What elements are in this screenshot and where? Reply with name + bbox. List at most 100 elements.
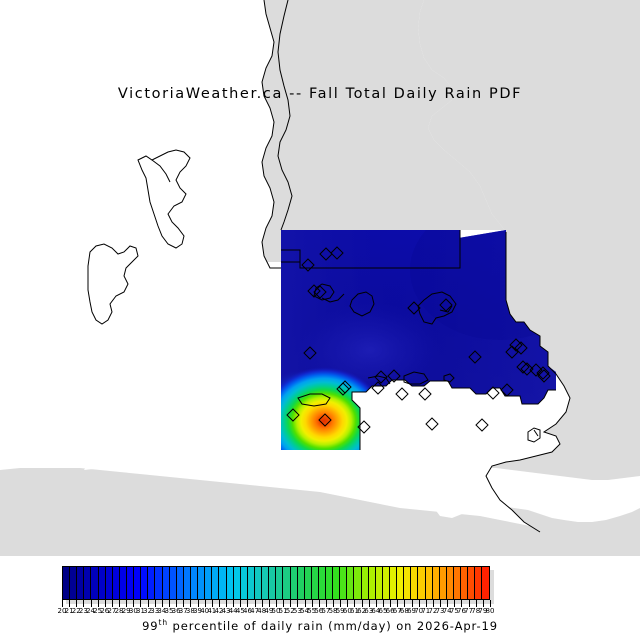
colorbar-band	[77, 567, 85, 599]
colorbar-tick	[297, 600, 299, 607]
station-marker-diamond-icon	[357, 420, 371, 434]
colorbar-band	[446, 567, 455, 599]
station-marker-diamond-icon	[529, 363, 543, 377]
colorbar-tick-label: 63	[364, 607, 374, 615]
colorbar-tick	[197, 600, 199, 607]
colorbar-tick-label: 59	[335, 607, 345, 615]
station-marker-diamond-icon	[407, 301, 421, 315]
colorbar-tick-label: 71	[421, 607, 431, 615]
station-marker-diamond-icon	[439, 298, 453, 312]
colorbar-tick	[183, 600, 185, 607]
colorbar-caption: 99th percentile of daily rain (mm/day) o…	[0, 618, 640, 633]
station-marker-diamond-icon	[537, 369, 551, 383]
station-marker-diamond-icon	[500, 383, 514, 397]
percentile-suffix: th	[158, 618, 168, 627]
station-marker-diamond-icon	[318, 413, 332, 427]
colorbar-tick	[133, 600, 135, 607]
colorbar-band	[468, 567, 476, 599]
colorbar-tick	[283, 600, 285, 607]
colorbar-tick	[119, 600, 121, 607]
colorbar-tick-label: 43	[221, 607, 231, 615]
colorbar-band	[375, 567, 383, 599]
colorbar-tick-label: 74	[442, 607, 452, 615]
colorbar-tick-label: 67	[392, 607, 402, 615]
colorbar-band	[276, 567, 284, 599]
colorbar-tick-label: 56	[314, 607, 324, 615]
colorbar-tick	[254, 600, 256, 607]
colorbar-tick-label: 49	[264, 607, 274, 615]
colorbar-tick	[432, 600, 434, 607]
colorbar-band	[340, 567, 348, 599]
station-marker-diamond-icon	[338, 380, 352, 394]
station-markers	[286, 246, 551, 434]
colorbar-band	[91, 567, 99, 599]
station-marker-diamond-icon	[319, 247, 333, 261]
colorbar-tick	[176, 600, 178, 607]
caption-text: percentile of daily rain (mm/day) on 202…	[168, 618, 498, 633]
colorbar-band	[119, 567, 127, 599]
colorbar-band	[84, 567, 92, 599]
colorbar-band	[262, 567, 270, 599]
colorbar-tick-labels: 20 21 22 23 24 25 26 27 28 29 30 31 32 33 34 35 36 37 38 39…	[50, 606, 502, 618]
colorbar-band	[390, 567, 398, 599]
colorbar-tick-label: 47	[250, 607, 260, 615]
colorbar-band	[176, 567, 184, 599]
colorbar-tick	[354, 600, 356, 607]
colorbar-tick	[97, 600, 99, 607]
colorbar-band	[418, 567, 426, 599]
colorbar-band	[212, 567, 220, 599]
colorbar	[62, 566, 490, 600]
colorbar-band	[63, 567, 71, 599]
colorbar-tick	[461, 600, 463, 607]
colorbar-band	[169, 567, 177, 599]
colorbar-band	[326, 567, 334, 599]
colorbar-band	[290, 567, 298, 599]
station-marker-diamond-icon	[307, 284, 321, 298]
colorbar-tick	[325, 600, 327, 607]
colorbar-band	[368, 567, 376, 599]
colorbar-tick-label: 66	[385, 607, 395, 615]
station-marker-diamond-icon	[313, 285, 327, 299]
colorbar-tick-label: 21	[64, 607, 74, 615]
colorbar-tick-label: 79	[478, 607, 488, 615]
land-outside-domain	[0, 0, 640, 556]
colorbar-tick	[304, 600, 306, 607]
colorbar-band	[461, 567, 469, 599]
colorbar-tick	[276, 600, 277, 607]
colorbar-band	[247, 567, 255, 599]
colorbar-tick	[404, 600, 406, 607]
colorbar-tick-label: 24	[86, 607, 95, 615]
colorbar-tick	[161, 600, 163, 607]
colorbar-tick-label: 72	[428, 607, 438, 615]
colorbar-tick	[347, 600, 349, 607]
colorbar-band	[318, 567, 327, 599]
colorbar-band	[311, 567, 319, 599]
colorbar-tick	[240, 600, 242, 607]
colorbar-band	[70, 567, 78, 599]
colorbar-tick	[290, 600, 292, 607]
colorbar-band	[183, 567, 191, 599]
colorbar-tick-label: 57	[321, 607, 331, 615]
colorbar-tick	[390, 600, 392, 607]
colorbar-tick	[126, 600, 128, 607]
station-marker-diamond-icon	[301, 258, 315, 272]
colorbar-band	[297, 567, 305, 599]
colorbar-tick	[140, 600, 142, 607]
station-marker-diamond-icon	[536, 366, 550, 380]
colorbar-tick-label: 36	[171, 607, 181, 615]
colorbar-tick	[69, 600, 71, 607]
colorbar-tick	[383, 600, 384, 607]
colorbar-band	[361, 567, 369, 599]
colorbar-tick	[226, 600, 228, 607]
colorbar-tick	[418, 600, 420, 607]
colorbar-tick	[233, 600, 235, 607]
colorbar-band	[155, 567, 163, 599]
station-marker-diamond-icon	[374, 370, 388, 384]
colorbar-tick	[169, 600, 170, 607]
station-marker-diamond-icon	[371, 381, 385, 395]
colorbar-band	[98, 567, 106, 599]
colorbar-band	[411, 567, 419, 599]
colorbar-tick	[83, 600, 85, 607]
colorbar-tick-label: 48	[257, 607, 267, 615]
colorbar-tick	[333, 600, 335, 607]
